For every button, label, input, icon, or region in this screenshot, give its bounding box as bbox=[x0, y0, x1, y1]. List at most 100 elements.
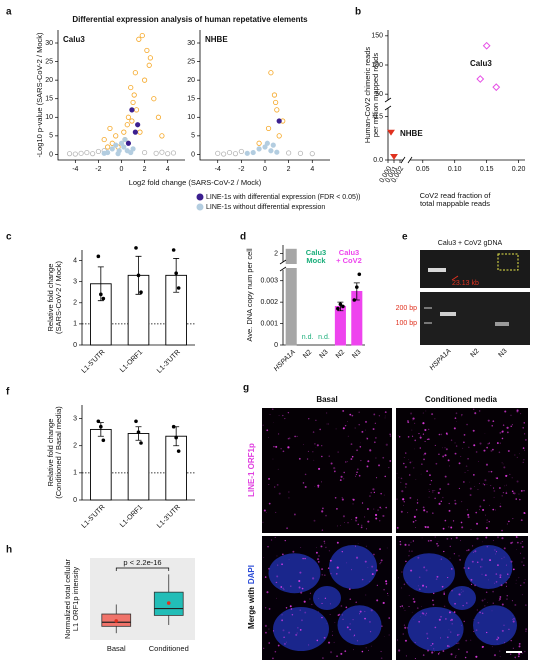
x-tick-label: -4 bbox=[215, 166, 221, 173]
speckle bbox=[405, 452, 407, 454]
speckle bbox=[469, 481, 470, 483]
speckle bbox=[411, 550, 413, 552]
speckle bbox=[478, 410, 481, 412]
speckle bbox=[522, 447, 525, 449]
speckle bbox=[508, 576, 510, 578]
data-point bbox=[309, 151, 315, 157]
speckle bbox=[440, 500, 442, 503]
y-axis-label: (Conditioned / Basal media) bbox=[54, 406, 63, 499]
speckle bbox=[411, 461, 413, 462]
speckle bbox=[440, 637, 442, 639]
bar bbox=[334, 305, 346, 346]
speckle bbox=[384, 417, 386, 419]
speckle bbox=[368, 495, 371, 497]
x-tick-label: N3 bbox=[318, 349, 329, 360]
speckle bbox=[321, 529, 324, 531]
speckle bbox=[495, 581, 498, 583]
data-point bbox=[130, 146, 136, 152]
speckle bbox=[525, 604, 527, 606]
speckle bbox=[487, 443, 489, 445]
speckle bbox=[428, 489, 430, 491]
speckle bbox=[334, 470, 336, 473]
data-point bbox=[101, 150, 107, 156]
speckle bbox=[276, 597, 277, 599]
speckle bbox=[318, 561, 320, 563]
speckle bbox=[506, 484, 507, 486]
panel-label: e bbox=[402, 232, 408, 243]
speckle bbox=[349, 629, 351, 631]
speckle bbox=[490, 449, 493, 452]
speckle bbox=[325, 546, 327, 549]
speckle bbox=[349, 598, 352, 601]
speckle bbox=[497, 643, 499, 644]
speckle bbox=[430, 645, 432, 647]
speckle bbox=[385, 443, 388, 446]
speckle bbox=[432, 599, 434, 602]
speckle bbox=[470, 580, 472, 582]
axis-line bbox=[199, 30, 330, 161]
speckle bbox=[403, 583, 406, 586]
speckle bbox=[295, 633, 298, 636]
speckle bbox=[341, 497, 343, 499]
gel-title: Calu3 + CoV2 gDNA bbox=[438, 240, 503, 247]
speckle bbox=[486, 545, 489, 548]
speckle bbox=[456, 643, 458, 645]
speckle bbox=[328, 641, 331, 644]
speckle bbox=[385, 582, 388, 585]
speckle bbox=[454, 502, 457, 505]
speckle bbox=[455, 412, 458, 415]
speckle bbox=[467, 567, 470, 569]
speckle bbox=[458, 648, 460, 651]
speckle bbox=[511, 541, 514, 544]
speckle bbox=[334, 496, 337, 499]
speckle bbox=[424, 428, 427, 432]
speckle bbox=[337, 451, 339, 453]
speckle bbox=[434, 444, 436, 447]
speckle bbox=[333, 470, 336, 473]
speckle bbox=[380, 507, 382, 509]
x-tick-label: -2 bbox=[238, 166, 244, 173]
speckle bbox=[525, 628, 528, 631]
speckle bbox=[458, 487, 460, 489]
speckle bbox=[506, 523, 509, 525]
speckle bbox=[473, 619, 475, 621]
speckle bbox=[503, 556, 505, 558]
data-point bbox=[176, 449, 181, 453]
speckle bbox=[408, 459, 409, 461]
speckle bbox=[428, 428, 430, 430]
speckle bbox=[484, 605, 486, 607]
speckle bbox=[269, 414, 271, 415]
speckle bbox=[262, 521, 264, 523]
speckle bbox=[396, 498, 398, 500]
data-point bbox=[170, 150, 177, 156]
speckle bbox=[421, 537, 423, 539]
speckle bbox=[419, 435, 421, 437]
speckle bbox=[515, 498, 518, 500]
speckle bbox=[355, 601, 357, 604]
speckle bbox=[437, 545, 439, 547]
speckle bbox=[399, 543, 402, 546]
speckle bbox=[454, 603, 456, 605]
speckle bbox=[465, 639, 468, 642]
data-point bbox=[113, 142, 119, 148]
speckle bbox=[513, 492, 516, 495]
speckle bbox=[511, 490, 514, 493]
speckle bbox=[459, 559, 461, 561]
gel-lane-label: N2 bbox=[469, 348, 480, 359]
speckle bbox=[442, 650, 445, 653]
speckle bbox=[524, 449, 526, 451]
speckle bbox=[369, 630, 372, 633]
speckle bbox=[422, 584, 425, 587]
speckle bbox=[277, 644, 280, 647]
speckle bbox=[430, 479, 433, 482]
speckle bbox=[383, 636, 385, 637]
speckle bbox=[396, 472, 398, 474]
speckle bbox=[408, 594, 410, 596]
speckle bbox=[450, 618, 453, 621]
speckle bbox=[320, 545, 323, 548]
speckle bbox=[522, 427, 524, 429]
speckle bbox=[277, 468, 279, 470]
speckle bbox=[422, 412, 424, 414]
speckle bbox=[501, 537, 504, 540]
